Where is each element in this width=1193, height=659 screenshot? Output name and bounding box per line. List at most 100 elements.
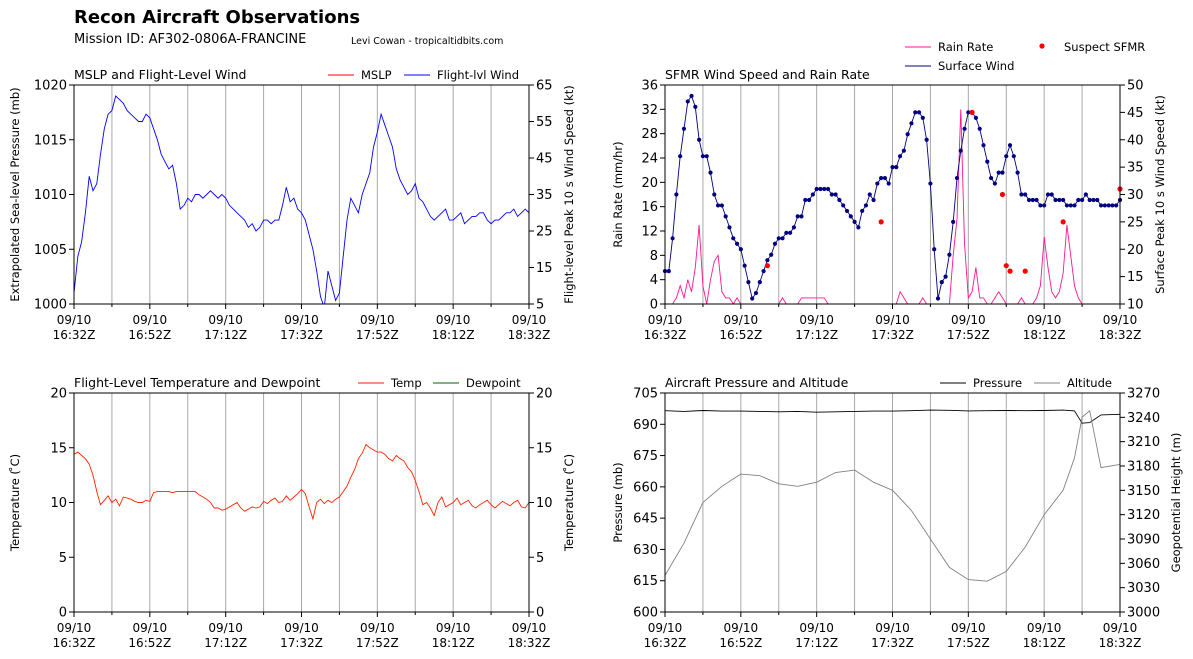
credit-text: Levi Cowan - tropicaltidbits.com <box>351 36 504 47</box>
surface-wind-point <box>1095 197 1100 203</box>
x-tick-label-date: 09/10 <box>799 621 834 635</box>
y-tick-label-right: 45 <box>1127 106 1144 121</box>
y-tick-label-right: 5 <box>536 551 544 566</box>
surface-wind-point <box>935 296 941 301</box>
surface-wind-point <box>818 186 823 192</box>
surface-wind-point <box>1026 197 1032 203</box>
legend-dewpoint-label: Dewpoint <box>466 376 521 390</box>
suspect-sfmr-point <box>1060 219 1066 225</box>
y-axis-label-right: Temperature ( ̊C) <box>561 454 576 552</box>
surface-wind-point <box>943 274 948 279</box>
x-tick-label-time: 16:32Z <box>644 636 687 650</box>
y-tick-label-left: 660 <box>633 480 658 495</box>
y-tick-label-left: 28 <box>641 127 658 142</box>
surface-wind-point <box>1091 197 1096 203</box>
x-tick-label-time: 17:52Z <box>356 636 399 650</box>
y-tick-label-right: 25 <box>536 225 553 240</box>
surface-wind-point <box>1011 154 1016 159</box>
y-tick-label-right: 20 <box>1127 243 1144 258</box>
y-axis-label-left: Temperature ( ̊C) <box>7 454 22 552</box>
surface-wind-point <box>837 197 842 203</box>
surface-wind-point <box>886 181 891 186</box>
x-tick-label-time: 17:12Z <box>204 328 247 342</box>
y-tick-label-right: 3090 <box>1127 533 1160 548</box>
x-tick-label-time: 16:52Z <box>719 328 762 342</box>
surface-wind-point <box>992 181 997 186</box>
surface-wind-point <box>1076 197 1081 203</box>
y-tick-label-left: 645 <box>633 512 658 527</box>
surface-wind-point <box>1042 203 1047 208</box>
y-axis-label-left: Pressure (mb) <box>611 462 625 542</box>
x-tick-label-date: 09/10 <box>436 313 471 327</box>
y-tick-label-right: 3180 <box>1127 460 1160 475</box>
page-title: Recon Aircraft Observations <box>74 7 361 28</box>
surface-wind-point <box>772 241 778 246</box>
surface-wind-point <box>780 236 785 241</box>
y-tick-label-left: 10 <box>50 496 67 511</box>
legend-temp-label: Temp <box>390 376 422 390</box>
y-tick-label-left: 600 <box>633 606 658 621</box>
surface-wind-point <box>685 99 690 104</box>
x-tick-label-time: 17:32Z <box>871 328 914 342</box>
y-tick-label-right: 3150 <box>1127 484 1160 499</box>
x-tick-label-time: 16:52Z <box>128 636 171 650</box>
y-tick-label-right: 10 <box>1127 298 1144 313</box>
flight-wind-line <box>74 95 529 304</box>
surface-wind-point <box>1030 197 1035 203</box>
y-tick-label-left: 5 <box>59 551 67 566</box>
x-tick-label-date: 09/10 <box>284 621 319 635</box>
x-tick-label-time: 18:12Z <box>432 328 475 342</box>
y-tick-label-left: 1005 <box>34 243 67 258</box>
surface-wind-point <box>712 192 717 197</box>
x-tick-label-date: 09/10 <box>648 313 683 327</box>
surface-wind-point <box>909 121 914 126</box>
surface-wind-point <box>1049 192 1054 197</box>
surface-wind-point <box>973 115 979 120</box>
x-tick-label-time: 16:32Z <box>644 328 687 342</box>
surface-wind-point <box>841 203 846 208</box>
surface-wind-point <box>1000 170 1005 175</box>
surface-wind-point <box>939 280 944 285</box>
y-tick-label-right: 3240 <box>1127 411 1160 426</box>
x-tick-label-time: 18:32Z <box>1099 636 1142 650</box>
surface-wind-point <box>750 296 755 301</box>
x-tick-label-time: 18:12Z <box>1023 636 1066 650</box>
surface-wind-point <box>928 181 933 186</box>
x-tick-label-time: 17:12Z <box>795 328 838 342</box>
x-tick-label-time: 16:52Z <box>719 636 762 650</box>
surface-wind-point <box>844 208 850 214</box>
temperature-line <box>74 443 529 521</box>
surface-wind-point <box>951 219 956 224</box>
x-tick-label-date: 09/10 <box>951 313 986 327</box>
y-tick-label-right: 3030 <box>1127 581 1160 596</box>
y-tick-label-left: 1010 <box>34 188 67 203</box>
suspect-sfmr-point <box>878 219 884 225</box>
surface-wind-point <box>708 170 713 175</box>
surface-wind-point <box>666 269 671 274</box>
surface-wind-point <box>822 186 827 192</box>
y-tick-label-right: 15 <box>536 441 553 456</box>
surface-wind-point <box>1106 203 1111 208</box>
legend-suspect-swatch <box>1039 43 1045 49</box>
surface-wind-point <box>1110 203 1115 208</box>
surface-wind-point <box>962 126 967 131</box>
x-tick-label-date: 09/10 <box>951 621 986 635</box>
surface-wind-point <box>852 219 857 224</box>
x-tick-label-date: 09/10 <box>360 621 395 635</box>
surface-wind-point <box>757 280 762 285</box>
x-tick-label-time: 17:32Z <box>280 328 323 342</box>
surface-wind-point <box>981 143 986 148</box>
x-tick-label-date: 09/10 <box>512 313 547 327</box>
surface-wind-point <box>920 115 925 120</box>
y-tick-label-left: 630 <box>633 543 658 558</box>
y-tick-label-right: 25 <box>1127 215 1144 230</box>
y-tick-label-left: 8 <box>650 249 658 264</box>
panel-title: SFMR Wind Speed and Rain Rate <box>665 67 870 82</box>
surface-wind-point <box>769 252 774 257</box>
surface-wind-point <box>700 154 706 159</box>
surface-wind-point <box>719 203 724 208</box>
surface-wind-point <box>867 192 872 197</box>
surface-wind-point <box>742 263 747 268</box>
surface-wind-point <box>932 247 937 252</box>
y-tick-label-right: 50 <box>1127 79 1144 94</box>
